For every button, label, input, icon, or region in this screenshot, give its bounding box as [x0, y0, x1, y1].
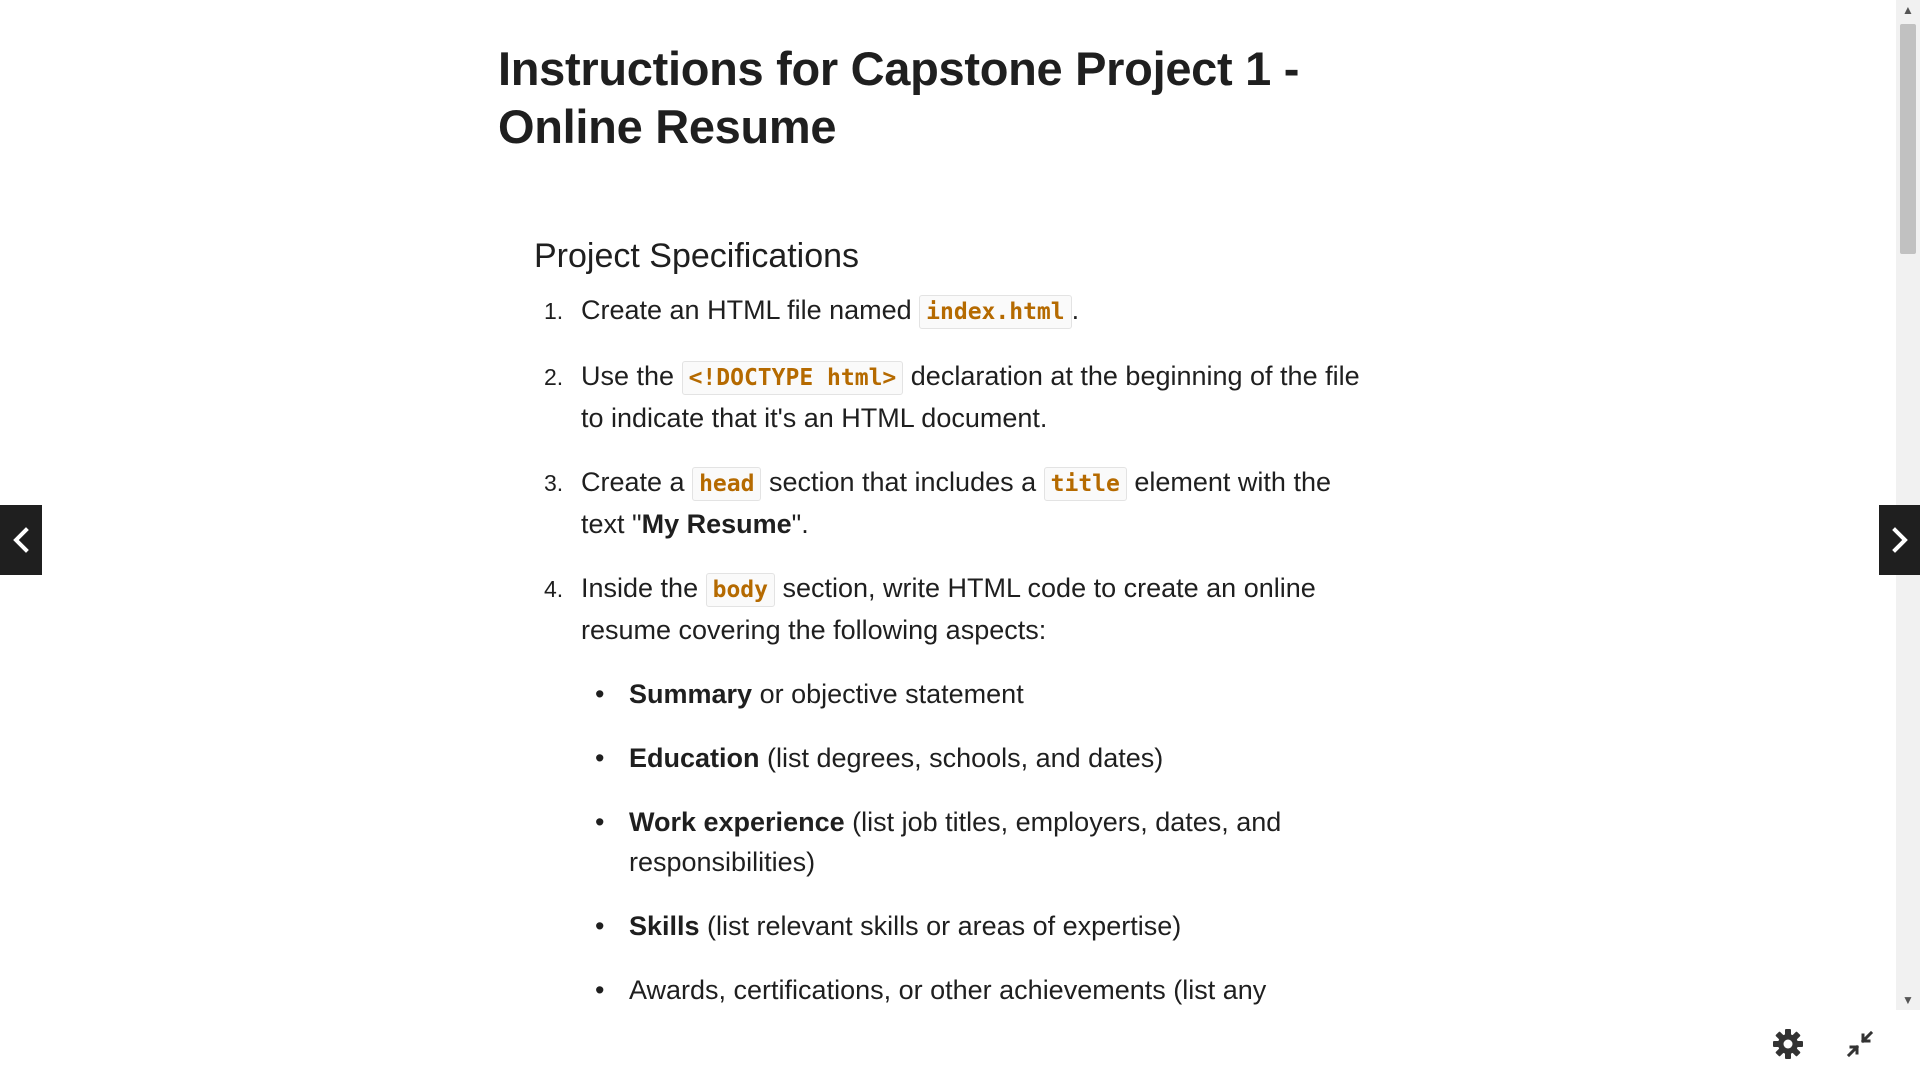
- aspect-item: • Skills (list relevant skills or areas o…: [581, 906, 1368, 946]
- step-text: .: [1071, 295, 1080, 325]
- step-text: Inside the: [581, 573, 706, 603]
- scroll-thumb[interactable]: [1900, 24, 1916, 254]
- bullet-icon: •: [595, 911, 605, 941]
- step-item: 2. Use the <!DOCTYPE html> declaration at…: [534, 356, 1368, 438]
- step-number: 2.: [544, 364, 564, 390]
- gear-icon: [1773, 1029, 1803, 1059]
- aspect-item: • Education (list degrees, schools, and d…: [581, 738, 1368, 778]
- scroll-up-arrow-icon[interactable]: ▲: [1902, 3, 1914, 17]
- inline-code: head: [692, 467, 762, 501]
- bold-text: Work experience: [629, 807, 845, 837]
- step-text: Create an HTML file named: [581, 295, 920, 325]
- section-heading: Project Specifications: [534, 237, 860, 275]
- inline-code: title: [1043, 467, 1127, 501]
- step-text: element with the text ": [581, 467, 1331, 539]
- bold-text: Education: [629, 743, 760, 773]
- step-text: declaration at the beginning of the file…: [581, 361, 1360, 433]
- bold-text: Skills: [629, 911, 700, 941]
- chevron-left-icon: [13, 527, 29, 553]
- step-text: ".: [791, 509, 809, 539]
- aspect-text: or objective statement: [752, 679, 1024, 709]
- step-number: 4.: [544, 576, 564, 602]
- aspect-text: (list relevant skills or areas of expert…: [699, 911, 1182, 941]
- project-specifications-section: Project Specifications 1. Create an HTML …: [534, 234, 1368, 1010]
- aspect-text: Awards, certifications, or other achieve…: [629, 975, 1267, 1005]
- page-title: Instructions for Capstone Project 1 - On…: [498, 42, 1300, 153]
- aspect-text: (list job titles, employers, dates, and …: [629, 807, 1282, 877]
- step-number: 3.: [544, 470, 564, 496]
- aspect-text: (list degrees, schools, and dates): [759, 743, 1164, 773]
- step-text: Create a: [581, 467, 693, 497]
- step-text: Use the: [581, 361, 682, 391]
- bottom-toolbar: [0, 1010, 1920, 1080]
- bullet-icon: •: [595, 743, 605, 773]
- step-text: section, write HTML code to create an on…: [581, 573, 1316, 645]
- bullet-icon: •: [595, 975, 605, 1005]
- step-item: 1. Create an HTML file named index.html.: [534, 290, 1368, 332]
- step-number: 1.: [544, 298, 564, 324]
- settings-button[interactable]: [1770, 1026, 1806, 1062]
- reading-viewport: Instructions for Capstone Project 1 - On…: [498, 40, 1368, 1010]
- aspect-item: • Work experience (list job titles, emplo…: [581, 802, 1368, 882]
- inline-code: <!DOCTYPE html>: [681, 361, 904, 395]
- steps-list: 1. Create an HTML file named index.html. …: [534, 290, 1368, 1010]
- previous-page-button[interactable]: [0, 505, 42, 575]
- step-item: 4. Inside the body section, write HTML co…: [534, 568, 1368, 1010]
- aspects-list: • Summary or objective statement • Educati…: [581, 674, 1368, 1010]
- bullet-icon: •: [595, 807, 605, 837]
- step-text: section that includes a: [761, 467, 1044, 497]
- collapse-icon: [1846, 1030, 1874, 1058]
- step-item: 3. Create a head section that includes a …: [534, 462, 1368, 544]
- bold-text: Summary: [629, 679, 753, 709]
- bullet-icon: •: [595, 679, 605, 709]
- inline-code: index.html: [919, 295, 1072, 329]
- collapse-fullscreen-button[interactable]: [1842, 1026, 1878, 1062]
- inline-code: body: [705, 573, 775, 607]
- instructions-content: Instructions for Capstone Project 1 - On…: [498, 40, 1368, 1010]
- scroll-down-arrow-icon[interactable]: ▼: [1902, 993, 1914, 1007]
- bold-text: My Resume: [641, 509, 792, 539]
- chevron-right-icon: [1892, 527, 1908, 553]
- next-page-button[interactable]: [1879, 505, 1920, 575]
- aspect-item: • Awards, certifications, or other achiev…: [581, 970, 1368, 1010]
- aspect-item: • Summary or objective statement: [581, 674, 1368, 714]
